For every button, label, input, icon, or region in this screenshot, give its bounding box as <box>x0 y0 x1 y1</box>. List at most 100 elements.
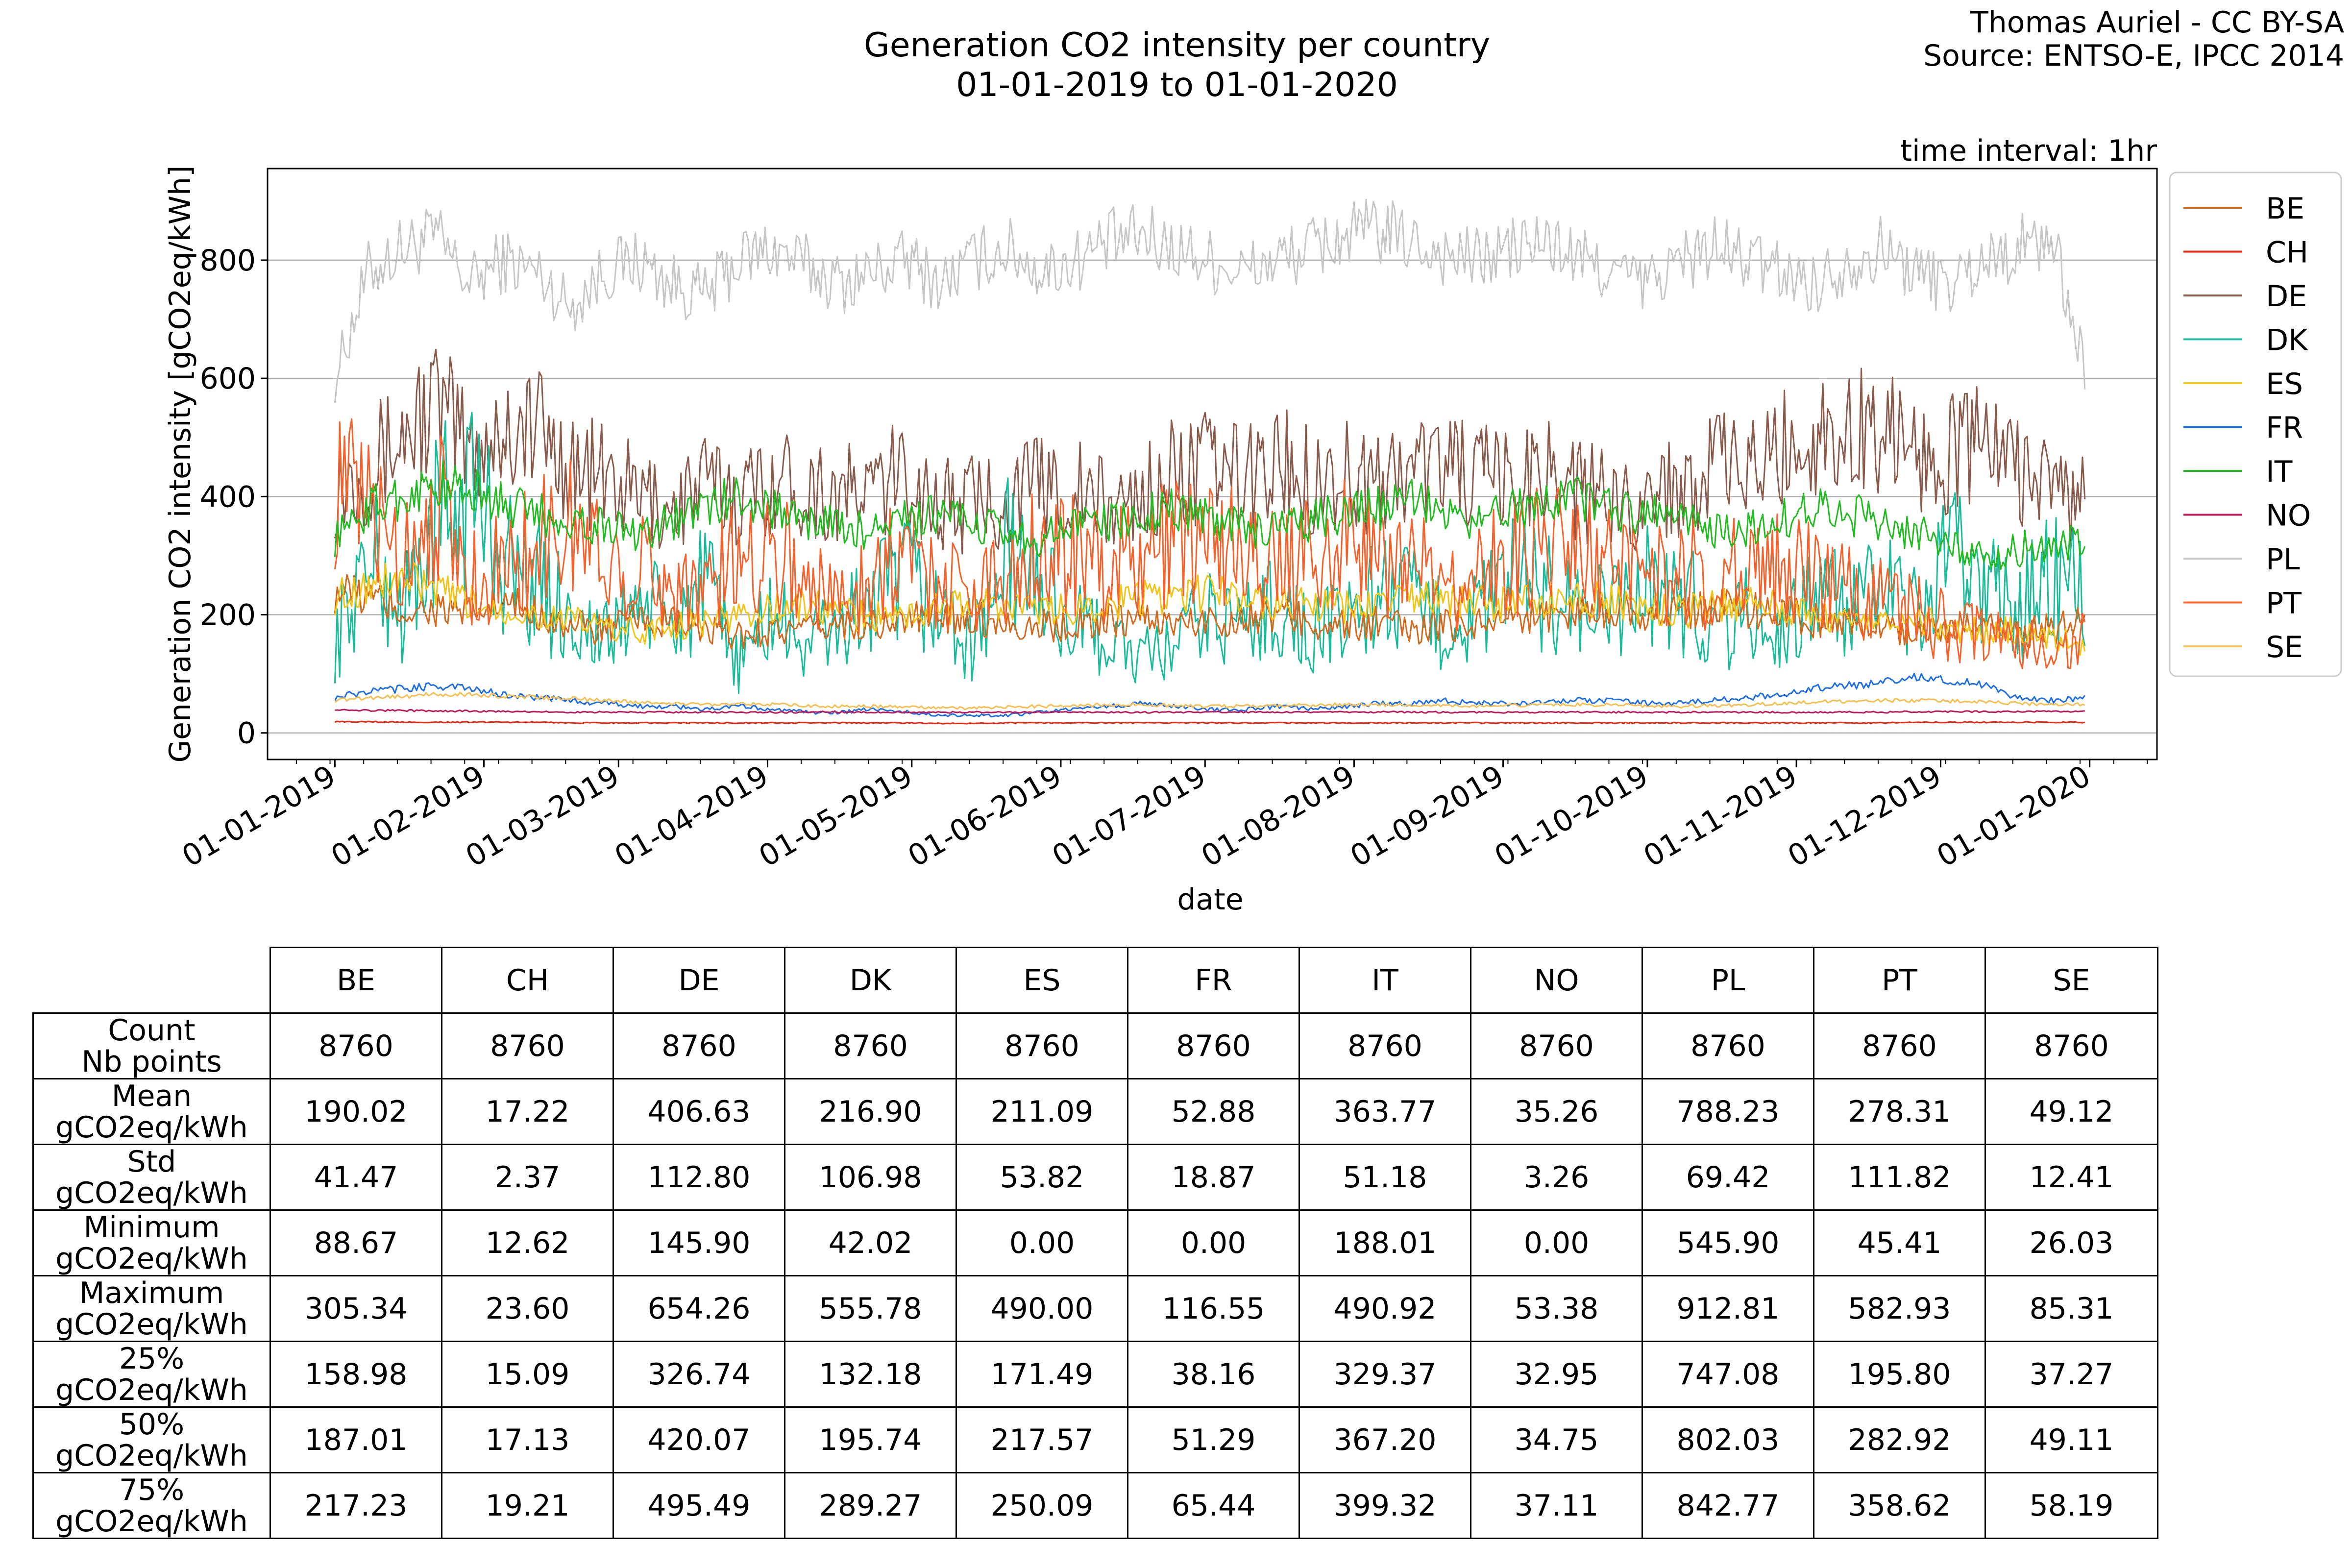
table-cell: 217.23 <box>270 1472 442 1539</box>
legend-label: DE <box>2266 279 2307 314</box>
table-cell: 0.00 <box>1470 1209 1643 1276</box>
table-corner <box>33 947 270 1014</box>
table-cell: 188.01 <box>1298 1209 1471 1276</box>
table-cell: 19.21 <box>441 1472 614 1539</box>
table-cell: 406.63 <box>612 1078 785 1145</box>
x-tick-label: 01-01-2020 <box>1931 759 2096 874</box>
table-cell: 747.08 <box>1642 1341 1814 1408</box>
table-cell: 116.55 <box>1127 1275 1300 1342</box>
table-row-label: Count Nb points <box>32 1012 271 1079</box>
table-col-header: SE <box>1984 947 2158 1014</box>
table-cell: 545.90 <box>1642 1209 1814 1276</box>
table-cell: 38.16 <box>1127 1341 1300 1408</box>
table-row: 25% gCO2eq/kWh 158.98 15.09 326.74 132.18 171.… <box>32 1341 2158 1408</box>
y-axis-label: Generation CO2 intensity [gCO2eq/kWh] <box>163 166 197 763</box>
x-axis: 01-01-201901-02-201901-03-201901-04-2019… <box>176 759 2148 874</box>
time-interval-note: time interval: 1hr <box>1900 134 2157 168</box>
table-cell: 326.74 <box>612 1341 785 1408</box>
table-cell: 132.18 <box>784 1341 957 1408</box>
series-line-se <box>334 691 2085 710</box>
credit-author: Thomas Auriel - CC BY-SA <box>1970 5 2344 40</box>
legend-label: CH <box>2266 236 2308 270</box>
table-row: Minimum gCO2eq/kWh 88.67 12.62 145.90 42.02 0.… <box>32 1209 2158 1276</box>
table-row-label: Minimum gCO2eq/kWh <box>32 1209 271 1276</box>
table-cell: 187.01 <box>270 1406 442 1473</box>
y-tick-label: 0 <box>237 716 256 751</box>
table-row: Maximum gCO2eq/kWh 305.34 23.60 654.26 555.78… <box>32 1275 2158 1342</box>
series-line-pt <box>334 418 2086 669</box>
table-cell: 8760 <box>1470 1012 1643 1079</box>
table-cell: 842.77 <box>1642 1472 1814 1539</box>
x-tick-label: 01-08-2019 <box>1196 759 1361 874</box>
table-cell: 8760 <box>956 1012 1128 1079</box>
table-cell: 12.41 <box>1984 1144 2158 1211</box>
table-col-header: CH <box>441 947 614 1014</box>
table-row-label: 75% gCO2eq/kWh <box>32 1472 271 1539</box>
legend-label: BE <box>2266 192 2304 226</box>
x-tick-label: 01-11-2019 <box>1638 759 1803 874</box>
x-tick-label: 01-09-2019 <box>1345 759 1510 874</box>
table-cell: 53.38 <box>1470 1275 1643 1342</box>
table-cell: 788.23 <box>1642 1078 1814 1145</box>
table-cell: 0.00 <box>1127 1209 1300 1276</box>
table-cell: 8760 <box>1642 1012 1814 1079</box>
table-cell: 12.62 <box>441 1209 614 1276</box>
table-col-header: DE <box>612 947 785 1014</box>
table-cell: 190.02 <box>270 1078 442 1145</box>
table-cell: 112.80 <box>612 1144 785 1211</box>
table-cell: 2.37 <box>441 1144 614 1211</box>
table-cell: 195.74 <box>784 1406 957 1473</box>
series-lines <box>334 198 2086 725</box>
table-cell: 85.31 <box>1984 1275 2158 1342</box>
table-cell: 42.02 <box>784 1209 957 1276</box>
table-cell: 305.34 <box>270 1275 442 1342</box>
table-cell: 34.75 <box>1470 1406 1643 1473</box>
table-col-header: BE <box>270 947 442 1014</box>
table-cell: 0.00 <box>956 1209 1128 1276</box>
legend: BE CH DE DK ES FR IT NO PL PT SE <box>2169 172 2342 677</box>
table-cell: 420.07 <box>612 1406 785 1473</box>
table-cell: 17.13 <box>441 1406 614 1473</box>
table-header-row: BE CH DE DK ES FR IT NO PL PT SE <box>33 947 2158 1014</box>
plot-background <box>268 169 2157 760</box>
legend-label: FR <box>2266 411 2303 445</box>
table-cell: 45.41 <box>1813 1209 1986 1276</box>
table-cell: 26.03 <box>1984 1209 2158 1276</box>
x-tick-label: 01-12-2019 <box>1782 759 1947 874</box>
x-tick-label: 01-04-2019 <box>609 759 774 874</box>
x-tick-label: 01-02-2019 <box>325 759 490 874</box>
y-axis: 0 200 400 600 800 <box>199 244 268 751</box>
x-tick-label: 01-01-2019 <box>176 759 342 874</box>
table-row: 75% gCO2eq/kWh 217.23 19.21 495.49 289.27 250.… <box>32 1472 2158 1539</box>
chart: Generation CO2 intensity per country 01-… <box>163 5 2344 917</box>
table-cell: 88.67 <box>270 1209 442 1276</box>
table-col-header: IT <box>1298 947 1471 1014</box>
y-tick-label: 800 <box>199 244 256 278</box>
table-col-header: FR <box>1127 947 1300 1014</box>
table-row: 50% gCO2eq/kWh 187.01 17.13 420.07 195.74 217.… <box>32 1406 2158 1473</box>
table-row: Count Nb points 8760 8760 8760 8760 8760 8760 87… <box>32 1012 2158 1079</box>
table-cell: 289.27 <box>784 1472 957 1539</box>
table-cell: 8760 <box>441 1012 614 1079</box>
table-cell: 490.00 <box>956 1275 1128 1342</box>
table-cell: 58.19 <box>1984 1472 2158 1539</box>
table-cell: 8760 <box>784 1012 957 1079</box>
table-col-header: ES <box>956 947 1128 1014</box>
table-cell: 171.49 <box>956 1341 1128 1408</box>
table-col-header: NO <box>1470 947 1643 1014</box>
table-cell: 329.37 <box>1298 1341 1471 1408</box>
table-cell: 363.77 <box>1298 1078 1471 1145</box>
table-cell: 195.80 <box>1813 1341 1986 1408</box>
table-row-label: 25% gCO2eq/kWh <box>32 1341 271 1408</box>
table-cell: 23.60 <box>441 1275 614 1342</box>
table-cell: 37.11 <box>1470 1472 1643 1539</box>
table-cell: 582.93 <box>1813 1275 1986 1342</box>
y-tick-label: 400 <box>199 480 256 514</box>
table-row-label: Mean gCO2eq/kWh <box>32 1078 271 1145</box>
table-cell: 52.88 <box>1127 1078 1300 1145</box>
series-line-ch <box>334 720 2085 725</box>
table-cell: 8760 <box>1298 1012 1471 1079</box>
table-cell: 49.11 <box>1984 1406 2158 1473</box>
plot-frame <box>267 168 2158 760</box>
x-tick-label: 01-05-2019 <box>753 759 918 874</box>
